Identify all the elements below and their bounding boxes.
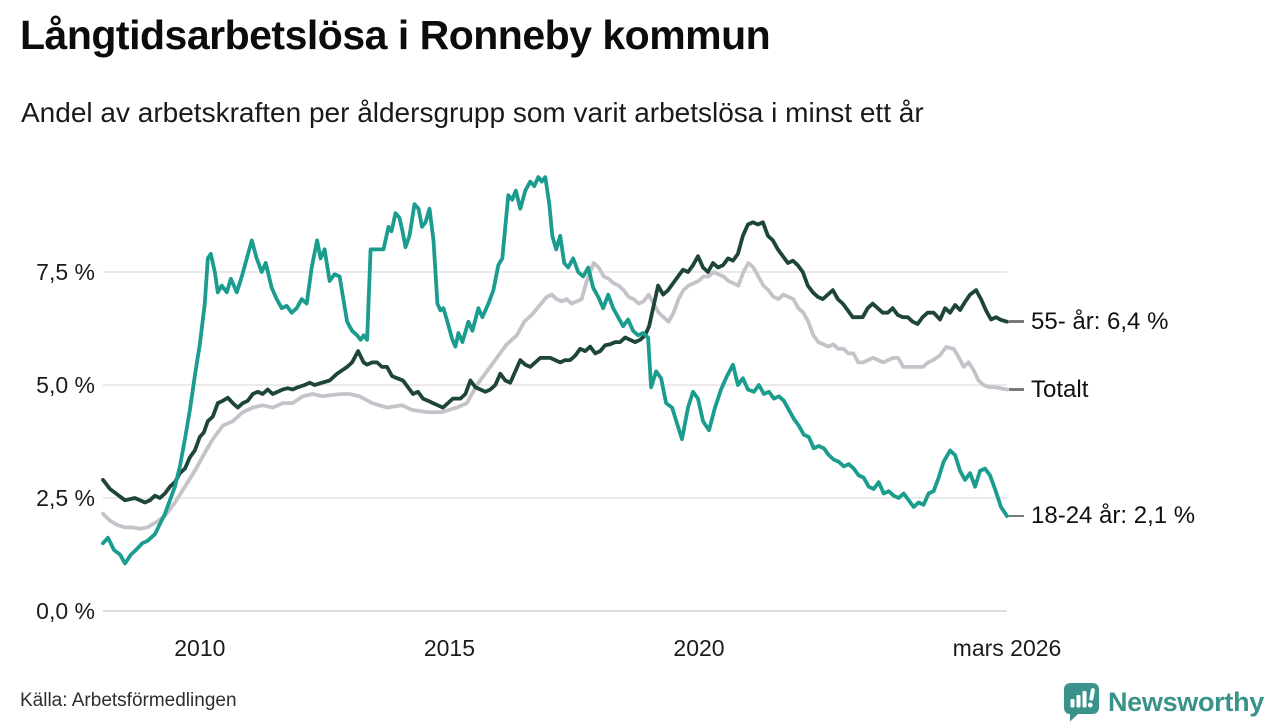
y-tick-label: 5,0 % — [36, 372, 95, 398]
series-label-text: 55- år: 6,4 % — [1031, 307, 1169, 335]
y-tick-label: 7,5 % — [36, 259, 95, 285]
series-label-text: Totalt — [1031, 375, 1089, 403]
y-tick-label: 2,5 % — [36, 485, 95, 511]
x-tick-label: 2015 — [423, 635, 476, 661]
series-line-Totalt — [101, 261, 1009, 531]
brand-logo: Newsworthy — [1063, 682, 1264, 722]
x-tick-label: 2010 — [174, 635, 226, 661]
y-tick-label: 0,0 % — [36, 598, 95, 624]
label-connector-dash — [1009, 320, 1024, 323]
series-label-18-24-ar: 18-24 år: 2,1 % — [1009, 500, 1195, 532]
page-title: Långtidsarbetslösa i Ronneby kommun — [20, 12, 771, 58]
source-note: Källa: Arbetsförmedlingen — [20, 690, 237, 711]
brand-name: Newsworthy — [1107, 686, 1264, 717]
series-label-55-ar: 55- år: 6,4 % — [1009, 306, 1168, 338]
chart-subtitle: Andel av arbetskraften per åldersgrupp s… — [21, 97, 924, 128]
label-connector-dash — [1009, 514, 1024, 518]
x-tick-label: mars 2026 — [952, 635, 1062, 661]
newsworthy-icon — [1063, 683, 1099, 722]
x-tick-label: 2020 — [673, 635, 725, 661]
series-label-text: 18-24 år: 2,1 % — [1031, 502, 1196, 530]
series-line-18-24 år — [101, 175, 1009, 566]
series-line-55- år — [101, 220, 1009, 505]
label-connector-dash — [1009, 388, 1024, 391]
series-label-totalt: Totalt — [1009, 374, 1088, 406]
